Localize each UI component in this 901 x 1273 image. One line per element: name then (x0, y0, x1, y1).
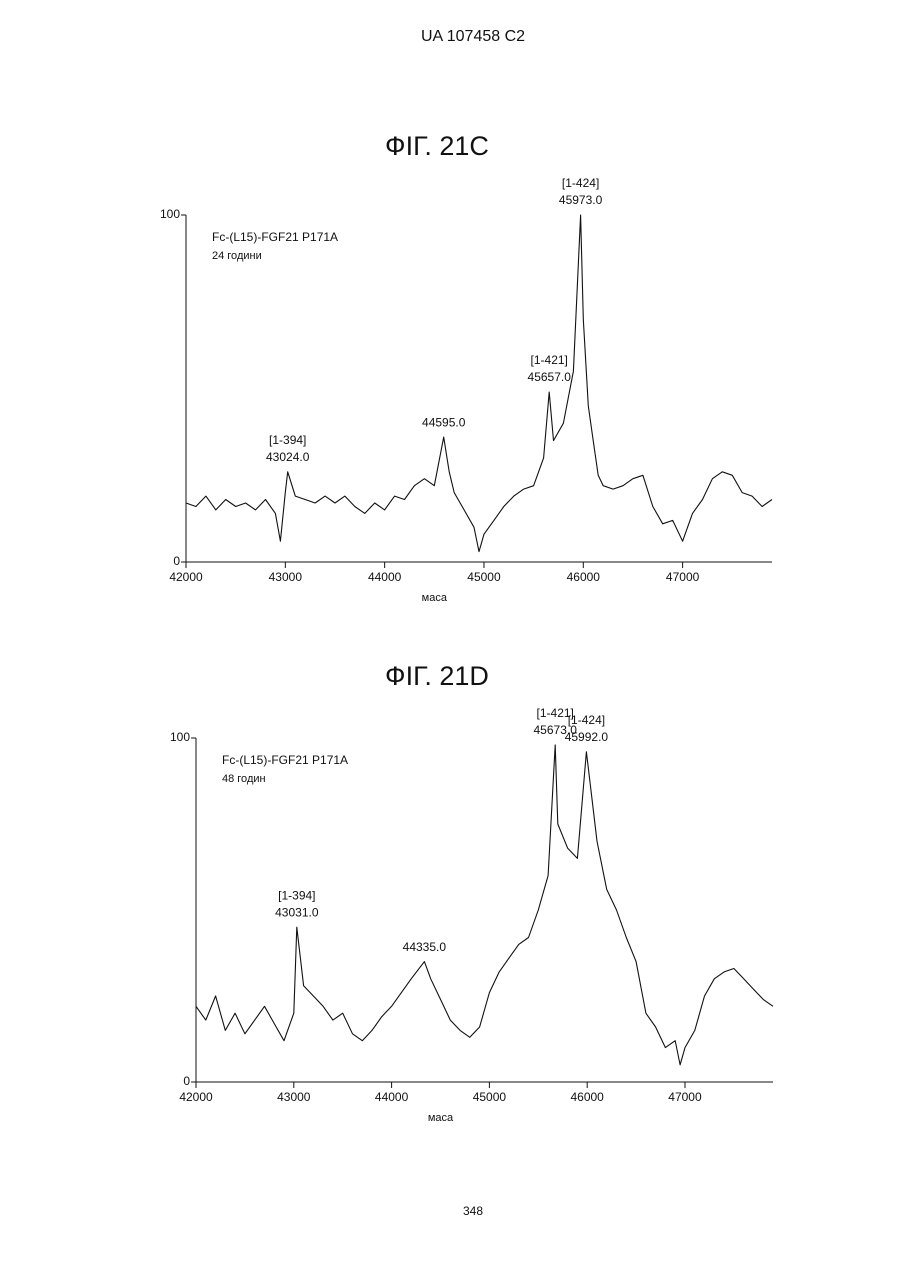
peak-mass-label: 43031.0 (275, 905, 319, 919)
x-tick-label: 47000 (668, 1090, 702, 1104)
page-header: UA 107458 C2 (421, 28, 525, 45)
peak-range-label: [1-394] (269, 433, 306, 447)
peak-mass-label: 45973.0 (559, 193, 603, 207)
x-tick-label: 45000 (473, 1090, 507, 1104)
peak-range-label: [1-394] (278, 888, 315, 902)
x-axis-label: маса (422, 592, 448, 604)
peak-range-label: [1-424] (562, 176, 599, 190)
peak-mass-label: 44335.0 (403, 940, 447, 954)
y-tick-label: 100 (160, 207, 180, 221)
x-tick-label: 42000 (169, 570, 203, 584)
x-tick-label: 45000 (467, 570, 501, 584)
y-tick-label: 0 (183, 1074, 190, 1088)
peak-range-label: [1-421] (531, 353, 568, 367)
x-tick-label: 43000 (269, 570, 303, 584)
condition-label: 48 годин (222, 773, 266, 785)
x-axis-label: маса (428, 1112, 454, 1124)
peak-mass-label: 45992.0 (565, 730, 609, 744)
condition-label: 24 години (212, 250, 262, 262)
y-tick-label: 100 (170, 730, 190, 744)
x-tick-label: 46000 (570, 1090, 604, 1104)
y-tick-label: 0 (173, 554, 180, 568)
sample-label: Fc-(L15)-FGF21 P171A (222, 753, 348, 767)
x-tick-label: 44000 (368, 570, 402, 584)
x-tick-label: 43000 (277, 1090, 311, 1104)
page: UA 107458 C2 348 ФІГ. 21C Fc-(L15)-FGF21 … (0, 0, 901, 1273)
x-tick-label: 46000 (567, 570, 601, 584)
chart-title: ФІГ. 21D (385, 661, 489, 691)
sample-label: Fc-(L15)-FGF21 P171A (212, 230, 338, 244)
peak-mass-label: 43024.0 (266, 450, 310, 464)
x-tick-label: 42000 (179, 1090, 213, 1104)
x-tick-label: 47000 (666, 570, 700, 584)
x-tick-label: 44000 (375, 1090, 409, 1104)
chart-title: ФІГ. 21C (385, 131, 489, 161)
page-number: 348 (463, 1204, 483, 1218)
peak-mass-label: 45657.0 (528, 370, 572, 384)
peak-mass-label: 44595.0 (422, 415, 466, 429)
peak-range-label: [1-424] (568, 713, 605, 727)
